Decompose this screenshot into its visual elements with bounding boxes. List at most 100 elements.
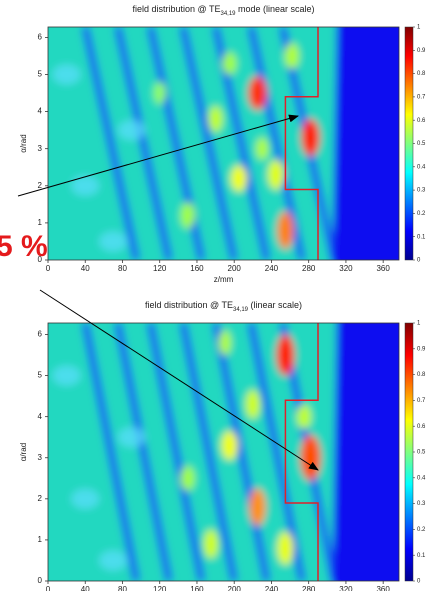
field-spot <box>180 202 195 229</box>
field-stripe <box>211 323 271 581</box>
x-tick-label: 360 <box>376 585 390 591</box>
field-spot <box>276 334 295 376</box>
x-tick-label: 120 <box>153 264 167 273</box>
field-spot <box>301 119 320 157</box>
colorbar-tick-label: 1 <box>417 321 421 327</box>
field-stripe <box>113 27 173 260</box>
field-spot <box>245 389 260 419</box>
field-spot <box>208 106 223 132</box>
title-part: field distribution @ TE <box>132 4 220 14</box>
x-tick-label: 200 <box>228 264 242 273</box>
colorbar-tick-label: 0.7 <box>417 398 426 404</box>
colorbar-tick-label: 0.2 <box>417 211 426 217</box>
x-tick-label: 120 <box>153 585 167 591</box>
colorbar-tick-label: 0.9 <box>417 346 426 352</box>
field-spot <box>221 431 238 460</box>
field-empty <box>332 323 399 581</box>
x-tick-label: 200 <box>228 585 242 591</box>
field-cool <box>71 488 100 509</box>
x-tick-label: 160 <box>190 264 204 273</box>
colorbar-tick-label: 0.4 <box>417 475 426 481</box>
field-spot <box>249 488 266 526</box>
field-spot <box>203 529 218 559</box>
colorbar-tick-label: 0 <box>417 579 421 585</box>
field-cool <box>52 365 81 386</box>
y-tick-label: 3 <box>38 453 43 462</box>
launcher-outline <box>284 27 319 260</box>
field-blur <box>48 27 399 260</box>
colorbar-tick-label: 1 <box>417 25 421 31</box>
colorbar-tick-label: 0.5 <box>417 450 426 456</box>
y-tick-label: 4 <box>38 412 43 421</box>
y-tick-label: 4 <box>38 107 43 116</box>
field-spot <box>297 404 312 429</box>
x-axis-label: z/mm <box>214 275 234 284</box>
field-spot <box>180 465 195 491</box>
x-tick-label: 40 <box>81 585 90 591</box>
field-stripe <box>247 27 307 260</box>
field-spot <box>300 435 321 481</box>
field-spot <box>268 159 285 190</box>
x-tick-label: 240 <box>265 264 279 273</box>
field-cool <box>52 64 81 85</box>
y-tick-label: 6 <box>38 330 43 339</box>
x-tick-label: 280 <box>302 585 316 591</box>
x-tick-label: 360 <box>376 264 390 273</box>
field-stripe <box>81 323 141 581</box>
launcher-outline <box>284 323 319 581</box>
field <box>48 323 399 581</box>
plot-frame <box>47 26 400 261</box>
y-tick-label: 2 <box>38 494 43 503</box>
y-tick-label: 0 <box>38 255 43 264</box>
colorbar-tick-label: 0 <box>417 258 421 264</box>
title-part: mode (linear scale) <box>236 4 315 14</box>
arrow <box>39 289 319 471</box>
colorbar-tick-label: 0.2 <box>417 527 426 533</box>
x-tick-label: 160 <box>190 585 204 591</box>
field-cool <box>71 175 100 196</box>
colorbar-tick-label: 0.8 <box>417 372 426 378</box>
annotation: 5 % <box>0 230 48 263</box>
x-tick-label: 320 <box>339 264 353 273</box>
y-axis-label: α/rad <box>19 134 28 152</box>
x-tick-label: 240 <box>265 585 279 591</box>
field-cool <box>99 550 128 571</box>
colorbar <box>404 26 414 261</box>
arrow <box>17 114 299 197</box>
colorbar-tick-label: 0.9 <box>417 48 426 54</box>
field-stripe <box>247 323 307 581</box>
title-subscript: 34,19 <box>220 11 236 17</box>
field-spot <box>256 137 269 160</box>
colorbar-tick-label: 0.6 <box>417 424 426 430</box>
chart-title: field distribution @ TE34,19 (linear sca… <box>145 300 302 312</box>
y-tick-label: 6 <box>38 32 43 41</box>
y-axis-label: α/rad <box>19 443 28 461</box>
field-spot <box>230 165 247 192</box>
y-tick-label: 1 <box>38 218 43 227</box>
colorbar-tick-label: 0.4 <box>417 164 426 170</box>
title-part: (linear scale) <box>248 300 302 310</box>
colorbar <box>404 322 414 582</box>
colorbar-tick-label: 0.7 <box>417 94 426 100</box>
x-tick-label: 0 <box>46 264 51 273</box>
x-tick-label: 80 <box>118 585 127 591</box>
colorbar-tick-label: 0.6 <box>417 118 426 124</box>
field-cool <box>99 231 128 252</box>
field-spot <box>248 76 267 110</box>
colorbar-tick-label: 0.8 <box>417 71 426 77</box>
y-tick-label: 5 <box>38 371 43 380</box>
colorbar-tick-label: 0.3 <box>417 501 426 507</box>
field-stripe <box>81 27 141 260</box>
chart-title: field distribution @ TE34,19 mode (linea… <box>132 4 314 16</box>
y-tick-label: 2 <box>38 181 43 190</box>
plot-frame <box>47 322 400 582</box>
field-spot <box>153 81 166 105</box>
field-spot <box>284 42 299 69</box>
field-blur <box>48 323 399 581</box>
field-spot <box>277 211 294 249</box>
field-stripe <box>179 323 239 581</box>
y-tick-label: 0 <box>38 576 43 585</box>
field-stripe <box>179 27 239 260</box>
